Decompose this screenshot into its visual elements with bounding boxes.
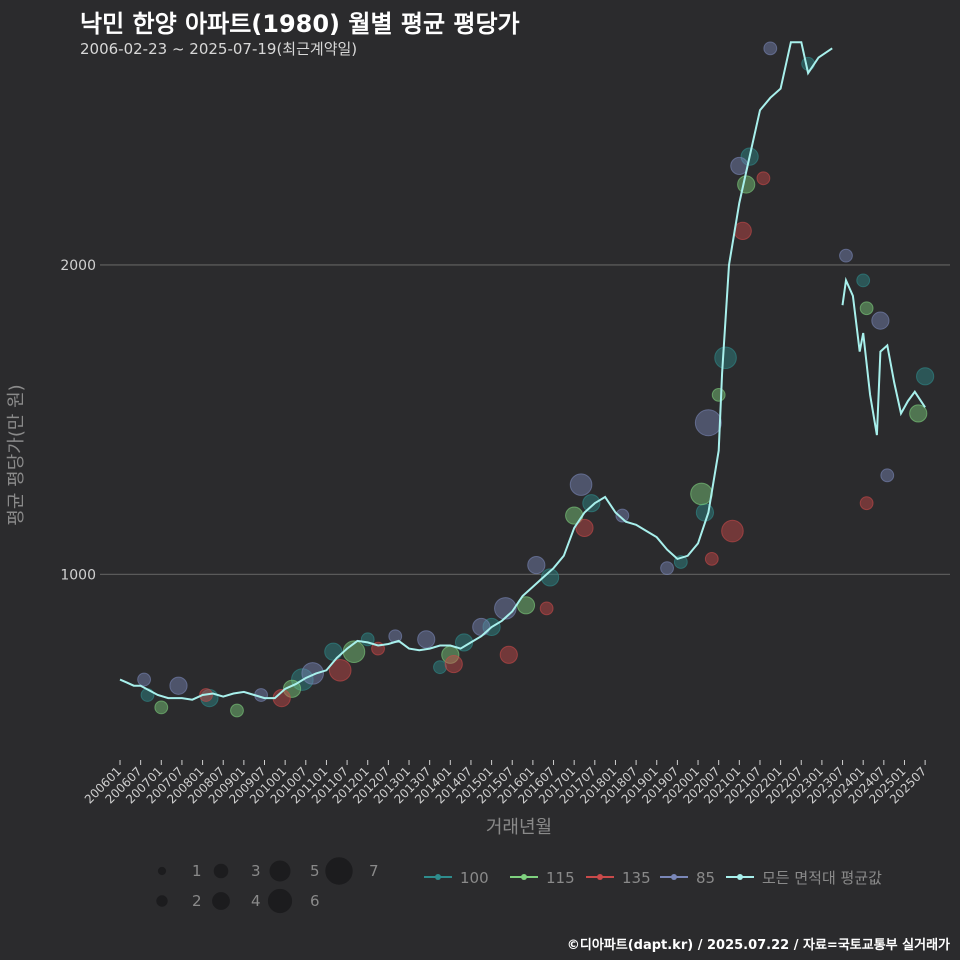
scatter-point-100 xyxy=(801,56,816,71)
size-legend-key xyxy=(325,857,353,885)
scatter-point-135 xyxy=(859,496,874,511)
scatter-point-115 xyxy=(859,301,874,316)
size-legend-label: 1 xyxy=(192,862,202,880)
size-legend-label: 6 xyxy=(310,892,320,910)
series-legend-dot xyxy=(521,874,527,880)
series-legend-label: 135 xyxy=(622,869,651,887)
series-legend-label: 모든 면적대 평균값 xyxy=(762,869,882,887)
scatter-point-100 xyxy=(714,346,737,370)
size-legend-key xyxy=(157,866,167,876)
series-legend-dot xyxy=(597,874,603,880)
scatter-point-115 xyxy=(230,703,244,718)
scatter-point-135 xyxy=(756,171,771,186)
scatter-point-135 xyxy=(499,645,518,664)
scatter-point-100 xyxy=(695,503,715,522)
scatter-point-100 xyxy=(540,568,560,587)
scatter-point-85 xyxy=(839,248,853,263)
source-caption: ©디아파트(dapt.kr) / 2025.07.22 / 자료=국토교통부 실… xyxy=(566,938,950,953)
y-tick-label: 2000 xyxy=(60,258,96,274)
y-tick-label: 1000 xyxy=(60,567,96,583)
size-legend-key xyxy=(269,860,291,882)
scatter-point-100 xyxy=(916,367,935,386)
scatter-point-115 xyxy=(909,404,928,423)
scatter-point-100 xyxy=(433,660,447,675)
size-legend-key xyxy=(156,895,168,907)
chart-title: 낙민 한양 아파트(1980) 월별 평균 평당가 xyxy=(80,10,520,38)
size-legend-label: 4 xyxy=(251,892,261,910)
average-line-segment-2 xyxy=(841,276,926,436)
scatter-point-100 xyxy=(582,494,601,513)
series-legend-dot xyxy=(435,874,441,880)
series-legend-label: 100 xyxy=(460,869,489,887)
chart-subtitle: 2006-02-23 ~ 2025-07-19(최근계약일) xyxy=(80,40,358,58)
scatter-point-135 xyxy=(539,601,554,616)
scatter-point-100 xyxy=(324,642,343,661)
y-axis-label: 평균 평당가(만 원) xyxy=(6,384,27,525)
scatter-point-115 xyxy=(711,387,726,402)
scatter-point-85 xyxy=(417,630,436,649)
scatter-point-85 xyxy=(615,508,630,523)
x-axis-label: 거래년월 xyxy=(486,817,552,838)
size-legend-key xyxy=(212,892,230,910)
scatter-point-85 xyxy=(137,672,151,687)
scatter-point-85 xyxy=(569,473,593,496)
average-line-segment-1 xyxy=(119,41,833,701)
scatter-point-85 xyxy=(763,41,778,56)
series-legend-label: 85 xyxy=(696,869,715,887)
size-legend-label: 2 xyxy=(192,892,202,910)
scatter-point-85 xyxy=(660,561,674,576)
scatter-point-85 xyxy=(169,676,188,695)
scatter-point-85 xyxy=(871,311,890,330)
scatter-point-85 xyxy=(880,468,895,483)
scatter-point-115 xyxy=(690,482,713,506)
scatter-point-135 xyxy=(721,519,744,543)
scatter-point-85 xyxy=(494,597,517,620)
series-legend-dot xyxy=(737,874,743,880)
size-legend-label: 7 xyxy=(369,862,379,880)
scatter-point-115 xyxy=(737,175,756,194)
series-legend-label: 115 xyxy=(546,869,575,887)
scatter-point-135 xyxy=(575,518,594,538)
scatter-point-85 xyxy=(472,617,491,637)
scatter-point-85 xyxy=(527,555,546,575)
scatter-point-135 xyxy=(444,654,463,674)
scatter-point-135 xyxy=(704,551,719,566)
size-legend-label: 5 xyxy=(310,862,320,880)
size-legend-label: 3 xyxy=(251,862,261,880)
size-legend-key xyxy=(267,888,293,914)
series-legend-dot xyxy=(671,874,677,880)
size-legend-key xyxy=(213,863,229,879)
scatter-point-85 xyxy=(694,409,722,437)
scatter-point-115 xyxy=(154,700,169,715)
scatter-point-135 xyxy=(733,221,752,240)
scatter-point-100 xyxy=(856,273,871,288)
scatter-point-85 xyxy=(301,662,324,685)
scatter-point-135 xyxy=(328,658,352,682)
